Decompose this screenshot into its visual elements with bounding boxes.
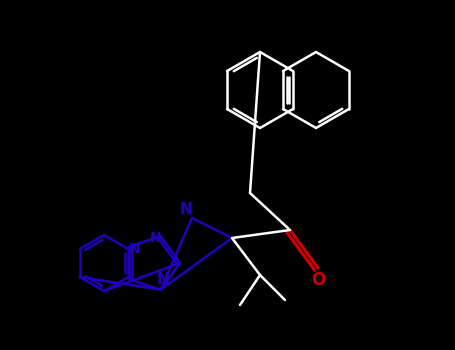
Text: N: N [128, 241, 140, 255]
Text: N: N [150, 231, 162, 245]
Text: O: O [311, 271, 325, 289]
Text: N: N [156, 272, 169, 287]
Text: N: N [180, 203, 192, 217]
